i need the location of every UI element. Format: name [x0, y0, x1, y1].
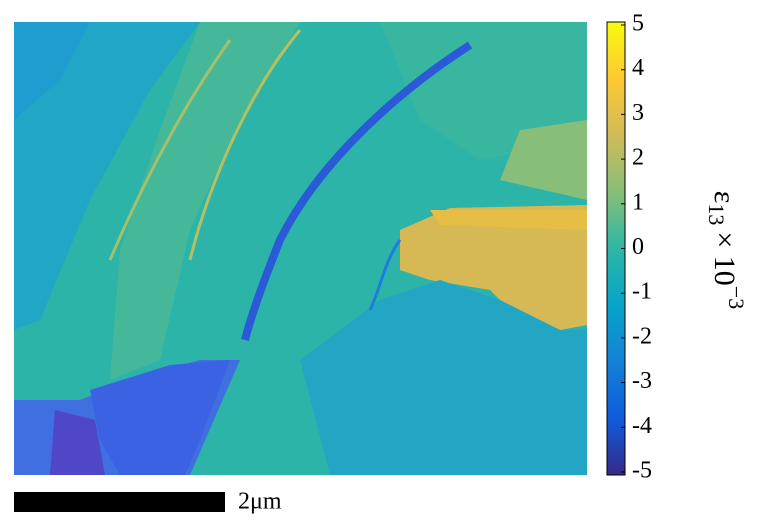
- tick-label: 4: [632, 55, 644, 81]
- tick-label: -2: [632, 323, 652, 349]
- tick-label: 2: [632, 145, 644, 171]
- scale-bar: [14, 492, 225, 512]
- tick-label: -5: [632, 458, 652, 484]
- label-exponent: −3: [724, 286, 749, 309]
- tick-label: -3: [632, 368, 652, 394]
- label-symbol: ε: [708, 191, 741, 204]
- tick-label: -1: [632, 279, 652, 305]
- tick-label: 0: [632, 234, 644, 260]
- scale-bar-label: 2μm: [238, 489, 282, 515]
- tick-label: 5: [632, 11, 644, 37]
- label-times: × 10: [708, 231, 741, 285]
- tick-label: 3: [632, 100, 644, 126]
- tick-label: 1: [632, 189, 644, 215]
- figure: 2μm ε13 × 10−3 -5 -4 -3 -2 -1 0 1 2 3 4 5: [0, 0, 765, 527]
- strain-map: [14, 22, 587, 475]
- label-subscript: 13: [704, 203, 729, 225]
- tick-label: -4: [632, 413, 652, 439]
- colorbar-label: ε13 × 10−3: [704, 191, 749, 309]
